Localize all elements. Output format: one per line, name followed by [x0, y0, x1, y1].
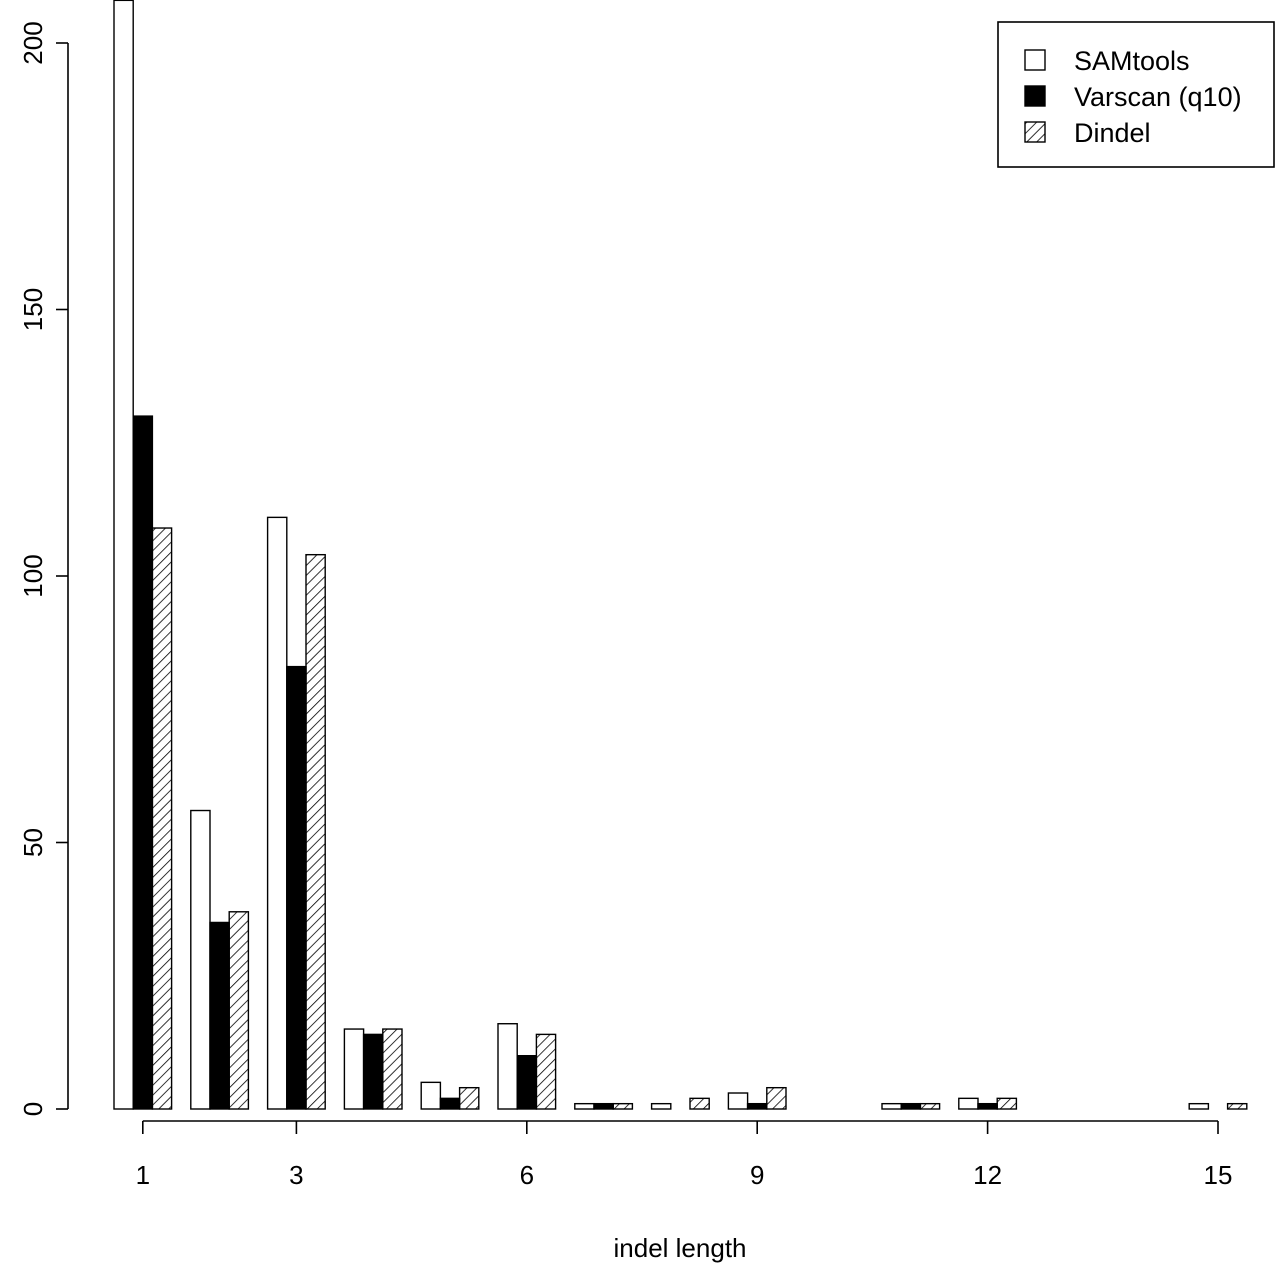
x-tick-label: 15	[1204, 1160, 1233, 1190]
bars	[113, 0, 1248, 1110]
y-tick-label: 150	[18, 288, 48, 331]
bar-samtools-2	[190, 809, 211, 1110]
x-tick-label: 6	[520, 1160, 534, 1190]
bar-varscan-q10-5	[439, 1097, 461, 1110]
bar-varscan-q10-12	[977, 1102, 998, 1110]
bar-varscan-q10-9	[746, 1102, 768, 1110]
bar-samtools-8	[650, 1102, 672, 1110]
y-tick-label: 200	[18, 21, 48, 64]
bar-samtools-15	[1188, 1102, 1210, 1110]
bar-dindel-1	[151, 527, 173, 1110]
legend-swatch	[1024, 49, 1046, 71]
bar-samtools-4	[343, 1028, 365, 1110]
bar-dindel-4	[382, 1028, 403, 1110]
x-axis: 1 3 6 9 12 15	[136, 1120, 1233, 1190]
bar-samtools-7	[574, 1102, 595, 1110]
bar-dindel-6	[535, 1033, 557, 1110]
bar-dindel-3	[305, 553, 326, 1110]
y-tick-label: 0	[18, 1102, 48, 1116]
x-axis-title: indel length	[614, 1233, 747, 1263]
bar-samtools-5	[420, 1081, 442, 1110]
legend-swatch	[1024, 85, 1046, 107]
bar-dindel-9	[766, 1086, 787, 1110]
bar-varscan-q10-7	[593, 1102, 614, 1110]
bar-dindel-8	[689, 1097, 710, 1110]
legend-swatch	[1024, 121, 1046, 143]
bar-varscan-q10-6	[516, 1054, 538, 1110]
bar-dindel-2	[228, 911, 250, 1110]
x-tick-label: 1	[136, 1160, 150, 1190]
bar-samtools-9	[727, 1092, 749, 1110]
legend-label: Varscan (q10)	[1074, 82, 1242, 112]
bar-varscan-q10-11	[900, 1102, 922, 1110]
bar-dindel-12	[996, 1097, 1018, 1110]
bar-varscan-q10-1	[132, 415, 154, 1110]
bar-varscan-q10-2	[209, 921, 230, 1110]
legend-label: SAMtools	[1074, 46, 1190, 76]
bar-samtools-6	[497, 1023, 518, 1110]
legend-label: Dindel	[1074, 118, 1151, 148]
legend: SAMtools Varscan (q10) Dindel	[997, 21, 1275, 168]
x-tick-label: 12	[973, 1160, 1002, 1190]
bar-samtools-1	[113, 0, 134, 1110]
y-tick-label: 100	[18, 554, 48, 597]
y-tick-label: 50	[18, 828, 48, 857]
bar-dindel-5	[458, 1086, 480, 1110]
bar-varscan-q10-3	[286, 665, 307, 1110]
bar-samtools-12	[958, 1097, 979, 1110]
x-tick-label: 3	[289, 1160, 303, 1190]
bar-varscan-q10-4	[362, 1033, 384, 1110]
y-axis: 0 50 100 150 200	[18, 21, 69, 1116]
x-tick-label: 9	[750, 1160, 764, 1190]
bar-dindel-15	[1226, 1102, 1248, 1110]
bar-dindel-7	[612, 1102, 634, 1110]
bar-samtools-3	[266, 516, 288, 1110]
bar-dindel-11	[919, 1102, 941, 1110]
bar-samtools-11	[881, 1102, 902, 1110]
